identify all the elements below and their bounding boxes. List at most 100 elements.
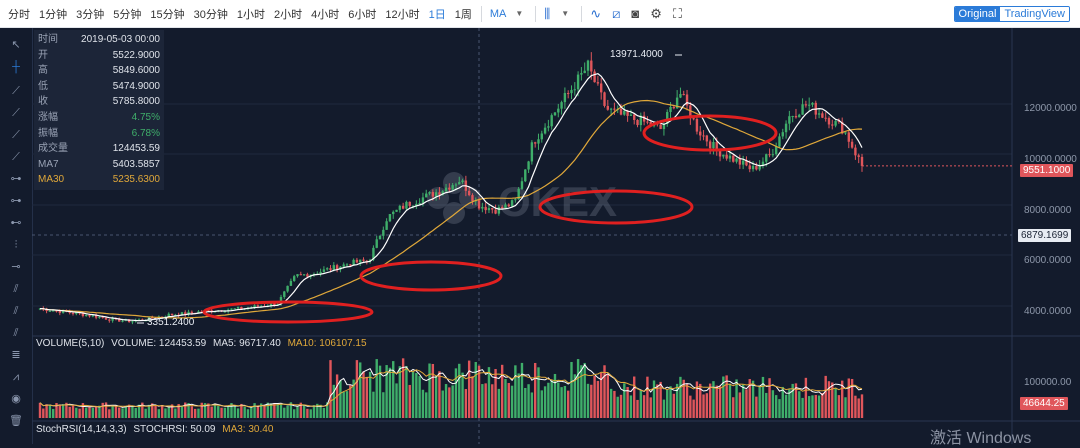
candle-body [85, 314, 88, 317]
info-row: 开 5522.9000 [38, 48, 160, 64]
candle-body [418, 203, 421, 205]
ray-icon[interactable]: ⟋ [12, 107, 20, 119]
interval-tab[interactable]: 3分钟 [76, 8, 105, 21]
price-chart[interactable]: OKEX [32, 28, 1080, 444]
interval-tab[interactable]: 1周 [454, 8, 472, 21]
interval-tab[interactable]: 1日 [428, 8, 446, 21]
candle-body [355, 259, 359, 263]
volume-bar [656, 384, 659, 418]
candle-body [738, 158, 742, 165]
price-line-icon[interactable]: ⊸ [11, 261, 21, 273]
volume-bar [685, 383, 689, 418]
arrow-line-icon[interactable]: ⟋ [12, 151, 20, 163]
candle-body [745, 160, 748, 166]
indicator-select[interactable]: MA [489, 7, 507, 20]
volume-bar [85, 407, 88, 418]
trash-icon[interactable]: 🗑 [9, 415, 23, 427]
crosshair-icon[interactable]: ┼ [12, 61, 20, 73]
candle-body [510, 200, 514, 207]
candle-body [58, 310, 62, 313]
candle-body [722, 154, 725, 157]
candlestick-icon[interactable]: ⫼ [544, 6, 551, 21]
regression-channel-icon[interactable]: ⫽ [13, 305, 19, 317]
volume-bar [94, 406, 98, 418]
volume-bar [798, 391, 801, 418]
pitchfork-icon[interactable]: ⫽ [13, 327, 19, 339]
horizontal-ray-icon[interactable]: ⊶ [10, 173, 22, 185]
candle-body [441, 191, 444, 195]
candle-body [629, 114, 633, 116]
cursor-icon[interactable]: ↖ [11, 39, 21, 51]
gear-icon[interactable]: ⚙ [650, 6, 662, 21]
volume-bar [180, 405, 184, 418]
volume-bar [540, 390, 543, 418]
ruler-icon[interactable]: ⧄ [612, 6, 621, 21]
info-value: 5235.6300 [112, 174, 160, 186]
candle-body [392, 211, 395, 215]
volume-bar [91, 407, 95, 418]
price-tick-label: 4000.0000 [1024, 306, 1072, 317]
interval-tab[interactable]: 1分钟 [39, 8, 68, 21]
view-tradingview-button[interactable]: TradingView [1000, 7, 1069, 21]
volume-bar [679, 376, 682, 418]
stochrsi-ma3: MA3: 30.40 [222, 424, 274, 435]
candle-body [590, 60, 593, 72]
volume-bar [517, 373, 520, 418]
candle-body [451, 185, 454, 190]
candle-body [48, 310, 52, 312]
volume-bar [814, 394, 817, 418]
extended-line-icon[interactable]: ⟋ [12, 129, 20, 141]
volume-bar [345, 391, 349, 418]
candle-body [372, 247, 375, 260]
trendline-icon[interactable]: ⟋ [12, 85, 20, 97]
volume-bar [666, 389, 669, 418]
candle-body [497, 207, 501, 214]
gann-icon[interactable]: ⩘ [12, 371, 20, 383]
parallel-channel-icon[interactable]: ⫽ [13, 283, 19, 295]
volume-bar [444, 384, 448, 418]
volume-bar [160, 404, 164, 418]
candle-body [487, 208, 491, 211]
interval-tab[interactable]: 30分钟 [193, 8, 228, 21]
chevron-down-icon[interactable]: ▼ [515, 9, 524, 18]
interval-tab[interactable]: 6小时 [348, 8, 377, 21]
horizontal-segment-icon[interactable]: ⊷ [10, 217, 22, 229]
interval-tab[interactable]: 15分钟 [150, 8, 185, 21]
interval-tab[interactable]: 12小时 [385, 8, 420, 21]
info-row: 高 5849.6000 [38, 63, 160, 79]
interval-tab[interactable]: 4小时 [311, 8, 340, 21]
camera-icon[interactable]: ◙ [631, 6, 640, 21]
interval-tab[interactable]: 1小时 [236, 8, 265, 21]
interval-tab[interactable]: 2小时 [274, 8, 303, 21]
interval-tab[interactable]: 分时 [8, 8, 30, 21]
candle-body [401, 205, 405, 209]
volume-bar [718, 386, 722, 418]
candle-body [765, 154, 768, 162]
volume-bar [854, 395, 857, 418]
candle-body [395, 209, 398, 212]
interval-tab[interactable]: 5分钟 [113, 8, 142, 21]
fullscreen-icon[interactable]: ⛶ [672, 6, 683, 21]
volume-bar [434, 376, 438, 418]
fibonacci-icon[interactable]: ≣ [11, 349, 21, 361]
volume-bar [174, 408, 177, 418]
candle-body [768, 154, 771, 156]
eye-icon[interactable]: ◉ [11, 393, 21, 405]
info-key: 高 [38, 65, 48, 77]
candle-body [184, 312, 187, 315]
chevron-down-icon[interactable]: ▼ [561, 9, 570, 18]
volume-bar [147, 404, 151, 418]
vertical-line-icon[interactable]: ⫶ [14, 239, 18, 251]
horizontal-line-icon[interactable]: ⊶ [10, 195, 22, 207]
candle-body [702, 135, 705, 137]
view-original-button[interactable]: Original [954, 7, 1001, 21]
candle-body [269, 303, 273, 306]
volume-bar [487, 367, 491, 418]
candle-body [662, 123, 666, 130]
info-row: 收 5785.8000 [38, 94, 160, 110]
line-chart-icon[interactable]: ∿ [590, 6, 602, 21]
chart-overlay [137, 54, 682, 324]
volume-bar [200, 402, 203, 418]
volume-bar [586, 383, 590, 418]
candle-body [362, 259, 365, 261]
